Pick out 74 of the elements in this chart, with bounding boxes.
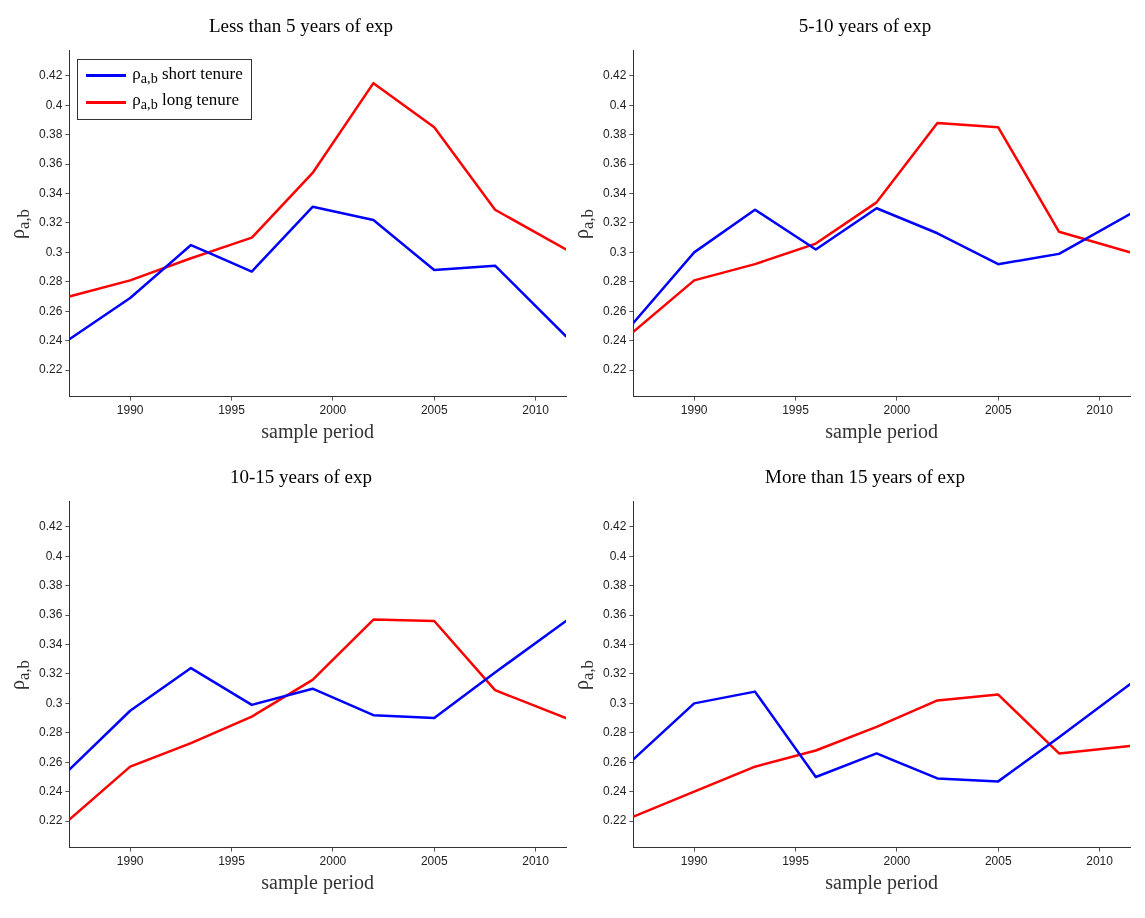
x-axis-title: sample period: [261, 871, 375, 895]
y-tick-label: 0.4: [45, 548, 63, 563]
x-axis-title: sample period: [825, 871, 939, 895]
y-tick-label: 0.3: [45, 244, 63, 259]
y-tick-label: 0.22: [603, 362, 627, 377]
y-tick-label: 0.24: [603, 784, 627, 798]
x-tick-label: 1990: [116, 854, 144, 869]
x-tick-label: 2005: [420, 403, 448, 418]
x-tick-label: 2000: [883, 403, 911, 418]
y-tick-label: 0.28: [39, 274, 63, 289]
y-tick-label: 0.38: [39, 577, 63, 592]
y-tick-label: 0.38: [603, 577, 627, 592]
y-tick-label: 0.22: [39, 813, 63, 828]
y-tick-label: 0.24: [39, 784, 63, 798]
y-tick-label: 0.34: [603, 636, 627, 651]
y-tick-label: 0.38: [39, 126, 63, 141]
x-tick-label: 1995: [782, 854, 810, 869]
y-tick-label: 0.3: [609, 695, 627, 710]
y-tick-label: 0.22: [603, 813, 627, 828]
y-tick-label: 0.42: [603, 519, 627, 534]
y-tick-label: 0.34: [39, 636, 63, 651]
x-axis-title: sample period: [261, 420, 375, 444]
y-tick-label: 0.42: [39, 519, 63, 534]
y-tick-label: 0.22: [39, 362, 63, 377]
legend-label: ρ$_{a,b}$ short tenure: [132, 62, 243, 89]
chart-title: Less than 5 years of exp: [208, 15, 394, 37]
x-tick-label: 2010: [522, 854, 550, 869]
y-tick-label: 0.28: [39, 725, 63, 740]
y-tick-label: 0.4: [609, 548, 627, 563]
y-tick-label: 0.26: [39, 303, 63, 318]
chart-title: 5-10 years of exp: [798, 15, 932, 37]
x-tick-label: 1995: [218, 403, 246, 418]
y-tick-label: 0.42: [603, 68, 627, 83]
legend-label: ρ$_{a,b}$ long tenure: [132, 89, 239, 115]
y-tick-label: 0.28: [603, 274, 627, 289]
y-tick-label: 0.32: [39, 666, 63, 681]
y-tick-label: 0.36: [39, 156, 63, 171]
x-tick-label: 2000: [319, 854, 347, 869]
x-tick-label: 2000: [883, 854, 911, 869]
y-tick-label: 0.26: [603, 754, 627, 769]
x-tick-label: 2010: [522, 403, 550, 418]
y-tick-label: 0.32: [603, 215, 627, 230]
y-tick-label: 0.32: [39, 215, 63, 230]
x-tick-label: 2010: [1086, 854, 1114, 869]
y-tick-label: 0.26: [39, 754, 63, 769]
chart-title: 10-15 years of exp: [230, 466, 372, 488]
x-tick-label: 2005: [984, 403, 1012, 418]
x-tick-label: 2010: [1086, 403, 1114, 418]
x-tick-label: 2000: [319, 403, 347, 418]
y-tick-label: 0.26: [603, 303, 627, 318]
y-tick-label: 0.34: [603, 185, 627, 200]
x-tick-label: 1990: [680, 403, 708, 418]
y-tick-label: 0.28: [603, 725, 627, 740]
x-tick-label: 1990: [680, 854, 708, 869]
y-tick-label: 0.4: [45, 97, 63, 112]
x-tick-label: 2005: [420, 854, 448, 869]
y-tick-label: 0.32: [603, 666, 627, 681]
y-tick-label: 0.42: [39, 68, 63, 83]
y-tick-label: 0.24: [603, 333, 627, 347]
x-tick-label: 1990: [116, 403, 144, 418]
x-tick-label: 1995: [782, 403, 810, 418]
y-tick-label: 0.34: [39, 185, 63, 200]
y-tick-label: 0.24: [39, 333, 63, 347]
y-tick-label: 0.36: [603, 607, 627, 622]
y-tick-label: 0.36: [603, 156, 627, 171]
x-tick-label: 2005: [984, 854, 1012, 869]
y-tick-label: 0.3: [609, 244, 627, 259]
x-axis-title: sample period: [825, 420, 939, 444]
y-tick-label: 0.36: [39, 607, 63, 622]
x-tick-label: 1995: [218, 854, 246, 869]
y-tick-label: 0.4: [609, 97, 627, 112]
y-tick-label: 0.38: [603, 126, 627, 141]
chart-title: More than 15 years of exp: [765, 466, 965, 488]
y-tick-label: 0.3: [45, 695, 63, 710]
